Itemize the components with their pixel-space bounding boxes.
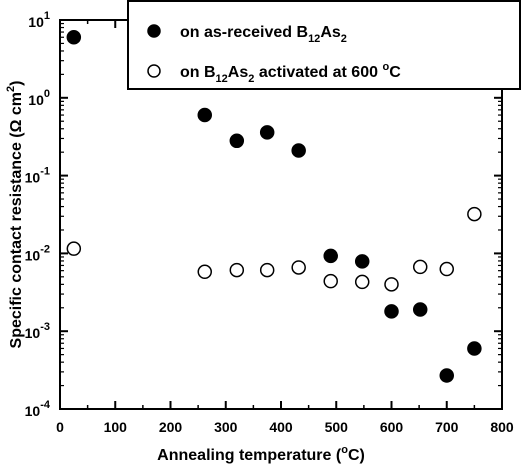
y-tick-label: 100 <box>28 88 50 108</box>
data-point-as-received <box>66 30 82 45</box>
data-point-activated <box>229 262 245 278</box>
data-point-as-received <box>412 302 428 317</box>
x-title-end: C) <box>348 447 365 464</box>
legend-sub-12: 12 <box>308 33 320 45</box>
tick-labels: 0 100 200 300 400 500 600 700 800 10-4 10-3 10-2 10-… <box>25 10 514 435</box>
legend-entry-as-received: on as-received B12As2 <box>180 24 347 45</box>
data-point-activated <box>66 241 82 256</box>
x-tick-label: 700 <box>435 419 459 435</box>
legend-entry-activated: on B12As2 activated at 600 oC <box>180 61 401 85</box>
x-tick-label: 600 <box>380 419 404 435</box>
data-point-as-received <box>384 304 399 319</box>
x-title-main: Annealing temperature ( <box>157 447 342 464</box>
legend-sub-2: 2 <box>248 73 254 85</box>
data-point-as-received <box>259 125 275 140</box>
data-point-as-received <box>197 107 213 123</box>
y-tick-label: 10-1 <box>25 166 50 186</box>
x-tick-label: 400 <box>269 419 293 435</box>
data-point-as-received <box>467 341 482 356</box>
y-tick-label: 101 <box>28 10 50 30</box>
y-tick-label: 10-3 <box>25 321 50 341</box>
x-tick-label: 100 <box>104 419 128 435</box>
x-tick-label: 0 <box>56 419 64 435</box>
data-point-activated <box>259 262 275 278</box>
legend-marker-open <box>147 64 161 78</box>
data-point-activated <box>197 264 213 280</box>
legend-sub-12: 12 <box>216 73 228 85</box>
x-title-sup: o <box>341 444 348 456</box>
data-point-activated <box>439 261 454 277</box>
data-point-activated <box>354 274 370 290</box>
legend-text-activated: activated at 600 <box>254 64 382 81</box>
data-point-activated <box>384 277 399 292</box>
data-point-activated <box>323 273 338 289</box>
y-tick-label: 10-2 <box>25 243 50 263</box>
legend-sub-2: 2 <box>341 33 347 45</box>
data-points <box>66 30 482 383</box>
data-point-as-received <box>291 143 306 158</box>
legend-text-c: C <box>389 64 401 81</box>
data-point-as-received <box>323 248 338 264</box>
data-point-activated <box>291 260 306 275</box>
data-point-activated <box>412 259 428 275</box>
legend-box <box>127 0 521 90</box>
legend-sup-o: o <box>382 61 389 73</box>
data-point-activated <box>467 206 482 222</box>
data-point-as-received <box>439 368 454 383</box>
x-tick-label: 500 <box>325 419 349 435</box>
x-tick-label: 200 <box>159 419 183 435</box>
legend-text-a: on B <box>180 64 216 81</box>
legend: on as-received B12As2 on B12As2 activate… <box>127 0 521 90</box>
data-point-as-received <box>354 254 370 269</box>
data-point-as-received <box>229 133 245 149</box>
legend-marker-filled <box>147 24 161 38</box>
y-title-end: ) <box>8 81 25 86</box>
x-axis-title: Annealing temperature (oC) <box>157 444 365 464</box>
legend-text-as: As <box>320 24 341 41</box>
legend-text-as: As <box>228 64 249 81</box>
x-tick-label: 800 <box>490 419 514 435</box>
x-tick-label: 300 <box>214 419 238 435</box>
y-title-main: Specific contact resistance (Ω cm <box>8 92 25 348</box>
y-axis-title: Specific contact resistance (Ω cm2) <box>5 81 25 349</box>
y-tick-label: 10-4 <box>25 399 51 419</box>
y-title-sup: 2 <box>5 86 17 92</box>
legend-text-a: on as-received B <box>180 24 308 41</box>
